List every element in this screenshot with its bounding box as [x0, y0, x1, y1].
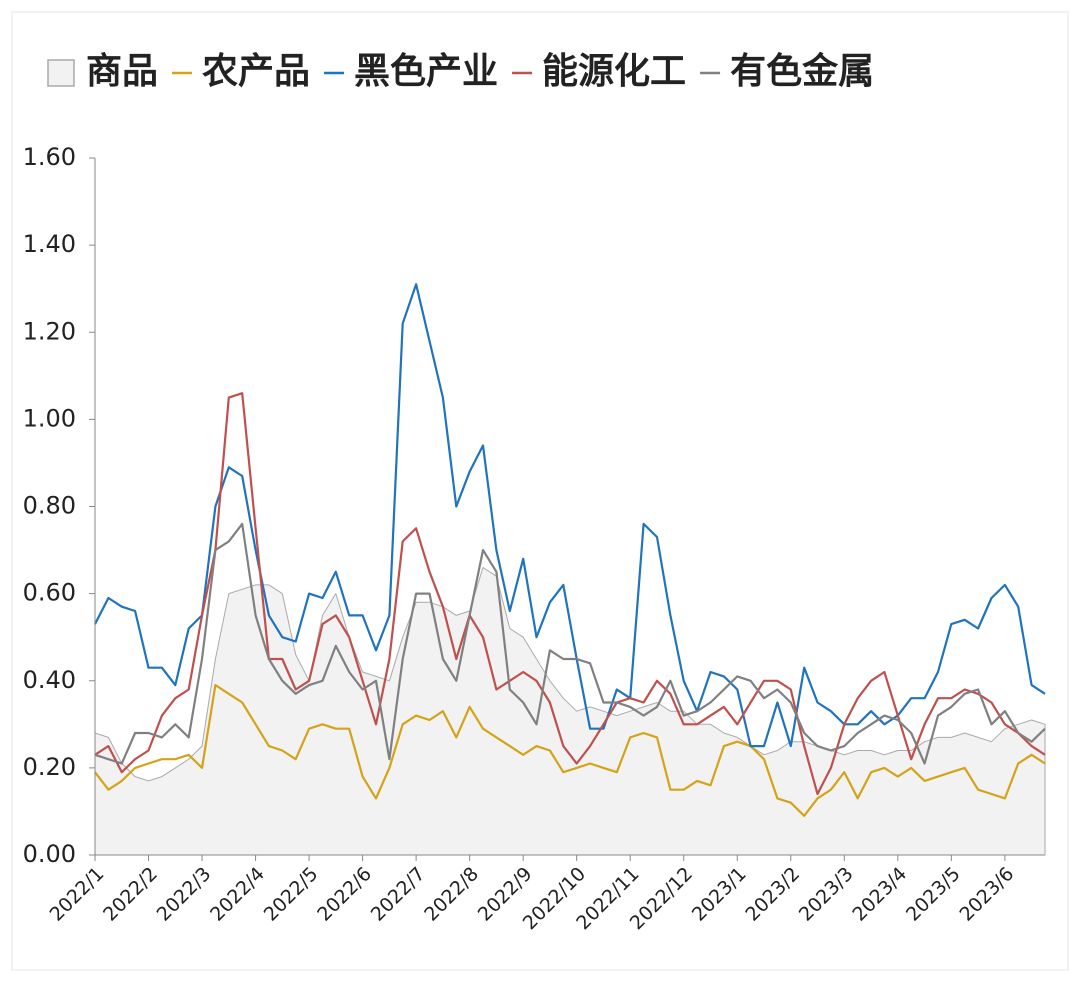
y-tick-label: 1.20: [23, 317, 76, 345]
y-tick-label: 1.40: [23, 230, 76, 258]
y-tick-label: 0.00: [23, 840, 76, 868]
legend-label: 有色金属: [730, 50, 874, 92]
y-tick-label: 1.00: [23, 404, 76, 432]
legend-label: 黑色产业: [354, 51, 498, 92]
legend-label: 商品: [86, 51, 158, 92]
y-tick-label: 0.40: [23, 666, 76, 694]
y-tick-label: 1.60: [23, 143, 76, 171]
line: [94, 392, 1046, 796]
y-tick-label: 0.20: [23, 753, 76, 781]
area: [94, 567, 1046, 856]
legend: 商品 农产品 黑色产业 能源化工 有色金属: [47, 50, 874, 92]
legend-swatch: [47, 59, 75, 87]
legend-label: 能源化工: [542, 51, 686, 92]
line: [94, 283, 1046, 748]
line: [94, 684, 1046, 817]
y-tick-label: 0.80: [23, 492, 76, 520]
y-tick-label: 0.60: [23, 579, 76, 607]
line: [94, 522, 1046, 765]
legend-label: 农产品: [202, 51, 310, 92]
